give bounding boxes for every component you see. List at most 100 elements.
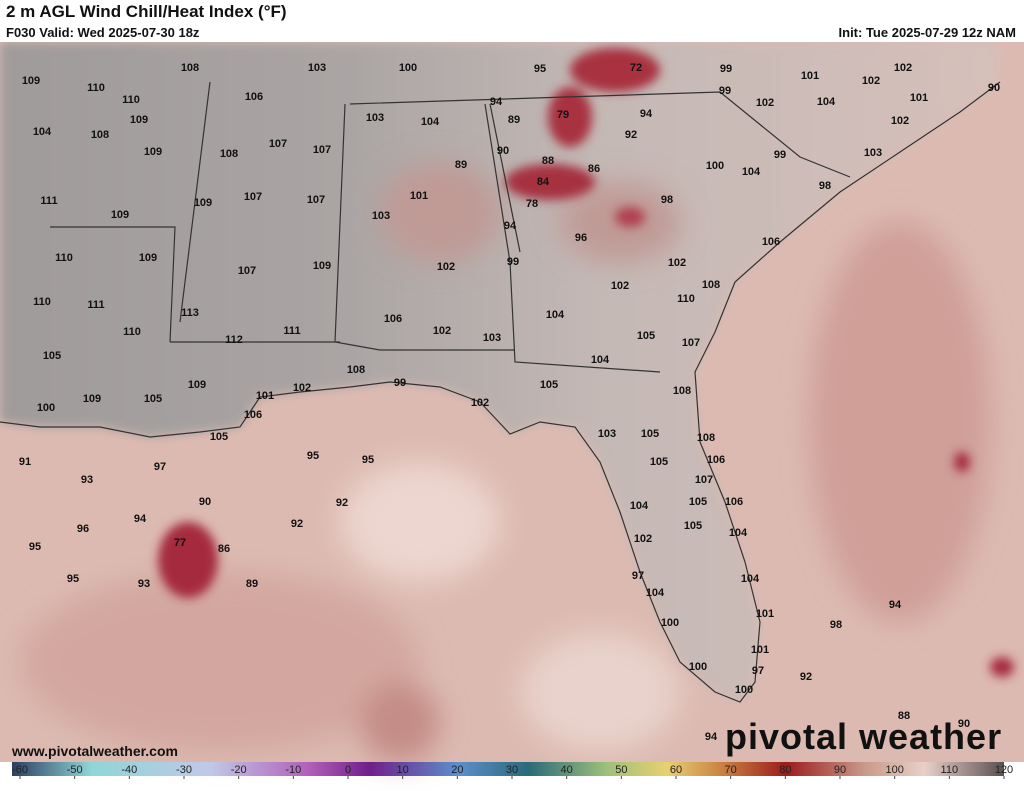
station-value: 110 — [677, 293, 695, 305]
station-value: 105 — [540, 379, 558, 391]
colorbar-tick-label: 70 — [725, 764, 737, 776]
station-value: 108 — [220, 148, 238, 160]
station-value: 89 — [508, 114, 520, 126]
colorbar-tick-label: 110 — [941, 764, 959, 776]
colorbar-tick-label: 40 — [561, 764, 573, 776]
station-value: 88 — [542, 155, 554, 167]
station-value: 92 — [625, 129, 637, 141]
colorbar-tick-label: 0 — [345, 764, 351, 776]
station-value: 94 — [705, 731, 718, 743]
colorbar-tick-label: 60 — [670, 764, 682, 776]
station-value: 103 — [483, 332, 501, 344]
station-value: 109 — [188, 379, 206, 391]
station-value: 109 — [83, 393, 101, 405]
station-value: 108 — [697, 432, 715, 444]
station-value: 107 — [244, 191, 262, 203]
station-value: 111 — [40, 195, 57, 207]
colorbar-tick-label: 20 — [451, 764, 463, 776]
colorbar-tick-label: -20 — [231, 764, 247, 776]
station-value: 84 — [537, 176, 550, 188]
station-value: 90 — [199, 496, 211, 508]
colorbar-tick-label: -10 — [285, 764, 301, 776]
station-value: 93 — [81, 474, 93, 486]
station-value: 107 — [313, 144, 331, 156]
station-value: 77 — [174, 537, 186, 549]
station-value: 102 — [862, 75, 880, 87]
station-value: 95 — [307, 450, 319, 462]
station-value: 113 — [181, 307, 199, 319]
heat-cores — [158, 48, 1014, 677]
station-value: 101 — [910, 92, 928, 104]
station-value: 104 — [591, 354, 610, 366]
station-value: 103 — [366, 112, 384, 124]
station-value: 102 — [471, 397, 489, 409]
heat-blobs — [380, 162, 680, 262]
station-value: 100 — [661, 617, 679, 629]
station-value: 102 — [611, 280, 629, 292]
station-value: 105 — [650, 456, 668, 468]
station-value: 110 — [33, 296, 51, 308]
ocean-shading — [20, 222, 990, 762]
station-value: 104 — [546, 309, 565, 321]
station-value: 104 — [729, 527, 748, 539]
colorbar-tick-label: 80 — [779, 764, 791, 776]
station-value: 102 — [891, 115, 909, 127]
station-value: 107 — [695, 474, 713, 486]
station-value: 109 — [111, 209, 129, 221]
station-value: 110 — [55, 252, 73, 264]
station-value: 101 — [751, 644, 769, 656]
station-value: 106 — [762, 236, 780, 248]
station-value: 92 — [800, 671, 812, 683]
station-value: 103 — [864, 147, 882, 159]
station-value: 97 — [632, 570, 644, 582]
station-value: 107 — [238, 265, 256, 277]
station-value: 106 — [384, 313, 402, 325]
colorbar-tick-label: 100 — [885, 764, 903, 776]
station-value: 105 — [43, 350, 61, 362]
colorbar-tick-label: -50 — [67, 764, 83, 776]
station-value: 108 — [91, 129, 109, 141]
station-value: 105 — [210, 431, 228, 443]
boundaries — [0, 81, 1001, 703]
website: www.pivotalweather.com — [12, 743, 178, 759]
station-value: 109 — [313, 260, 331, 272]
station-value: 103 — [598, 428, 616, 440]
colorbar-tick-label: 30 — [506, 764, 518, 776]
station-value: 109 — [130, 114, 148, 126]
colorbar — [12, 762, 1004, 776]
station-value: 99 — [720, 63, 732, 75]
station-value: 92 — [291, 518, 303, 530]
station-value: 107 — [269, 138, 287, 150]
station-value: 97 — [154, 461, 166, 473]
station-value: 110 — [87, 82, 105, 94]
station-value: 109 — [139, 252, 157, 264]
station-value: 104 — [630, 500, 649, 512]
station-value: 100 — [706, 160, 724, 172]
station-value: 106 — [245, 91, 263, 103]
station-value: 95 — [362, 454, 374, 466]
station-value: 110 — [122, 94, 140, 106]
station-value: 107 — [307, 194, 325, 206]
station-value: 97 — [752, 665, 764, 677]
station-value: 104 — [741, 573, 760, 585]
station-value: 105 — [144, 393, 162, 405]
station-value: 104 — [742, 166, 761, 178]
station-value: 93 — [138, 578, 150, 590]
station-value: 95 — [67, 573, 79, 585]
station-value: 89 — [246, 578, 258, 590]
station-value: 104 — [421, 116, 440, 128]
colorbar-tick-label: 90 — [834, 764, 846, 776]
land — [0, 42, 1000, 702]
station-value: 94 — [504, 220, 517, 232]
station-value: 108 — [702, 279, 720, 291]
colorbar-tick-label: 10 — [397, 764, 409, 776]
station-value: 101 — [756, 608, 774, 620]
station-value: 107 — [682, 337, 700, 349]
station-value: 94 — [889, 599, 902, 611]
station-value: 104 — [817, 96, 836, 108]
station-value: 112 — [225, 334, 243, 346]
station-value: 103 — [372, 210, 390, 222]
station-value: 95 — [29, 541, 41, 553]
station-value: 109 — [144, 146, 162, 158]
